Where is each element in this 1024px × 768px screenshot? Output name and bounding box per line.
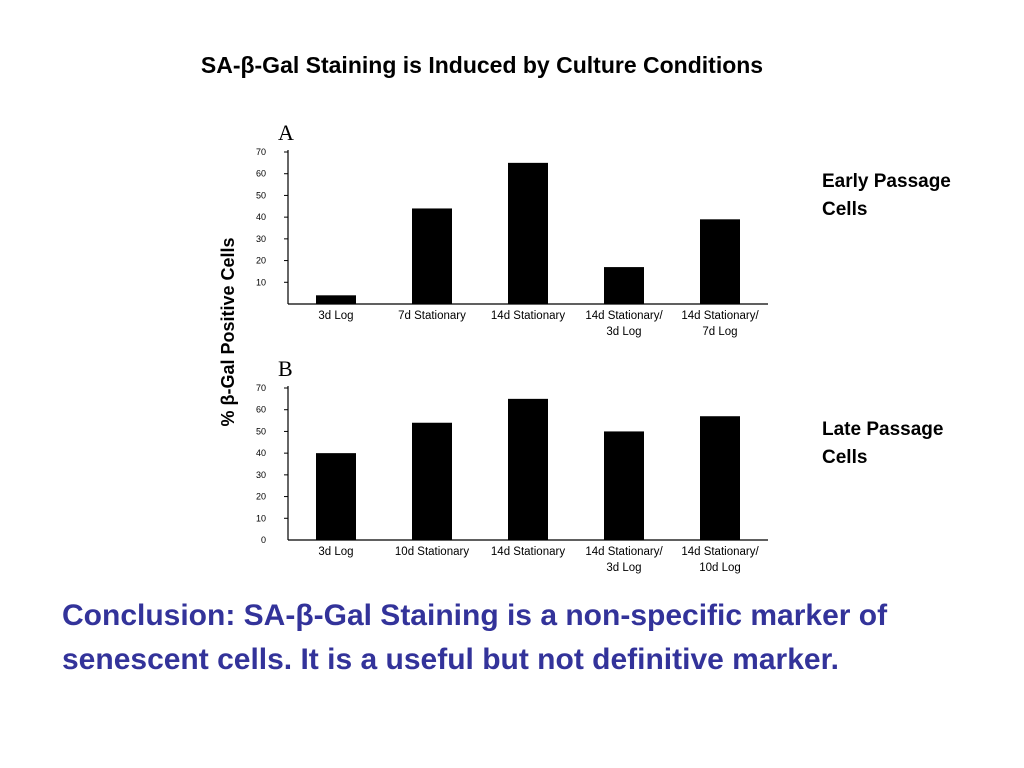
conclusion-text: Conclusion: SA-β-Gal Staining is a non-s…	[62, 594, 1012, 682]
late-passage-label: Late Passage Cells	[822, 416, 1012, 472]
panel-a-category-label: 14d Stationary/7d Log	[681, 310, 759, 338]
panel-a-bar	[316, 295, 356, 304]
panel-b-category-label: 10d Stationary	[395, 546, 469, 558]
panel-a-y-tick-label: 40	[256, 212, 266, 222]
early-passage-label: Early Passage Cells	[822, 168, 1012, 224]
panel-a-y-tick-label: 50	[256, 190, 266, 200]
panel-b-y-tick-label: 10	[256, 513, 266, 523]
panel-a-y-tick-label: 70	[256, 147, 266, 157]
panel-b-bar	[604, 431, 644, 540]
y-axis-label: % β-Gal Positive Cells	[218, 237, 238, 426]
panel-a-letter: A	[278, 120, 294, 145]
panel-b-y-tick-label: 20	[256, 492, 266, 502]
panel-b-y-tick-label: 30	[256, 470, 266, 480]
panel-b-category-label: 14d Stationary	[491, 546, 565, 558]
panel-a-bar	[604, 267, 644, 304]
panel-b-y-tick-label: 40	[256, 448, 266, 458]
panel-b-letter: B	[278, 356, 293, 381]
panel-b-bar	[700, 416, 740, 540]
panel-a-y-tick-label: 20	[256, 256, 266, 266]
panel-b-category-label: 3d Log	[318, 546, 353, 558]
panel-a-category-label: 3d Log	[318, 310, 353, 322]
bar-chart-figure: % β-Gal Positive Cells A 10 20 30 40 50 60 70 3d …	[210, 110, 790, 580]
panel-a-bar	[508, 162, 548, 304]
panel-a-y-tick-label: 30	[256, 234, 266, 244]
early-passage-line-1: Early Passage	[822, 171, 951, 192]
panel-b-bar	[316, 453, 356, 540]
panel-b-y-tick-label: 70	[256, 383, 266, 393]
panel-b-y-tick-label: 50	[256, 426, 266, 436]
conclusion-line-1: Conclusion: SA-β-Gal Staining is a non-s…	[62, 599, 888, 632]
panel-b-bar	[412, 422, 452, 540]
panel-a-bar	[700, 219, 740, 304]
slide-title: SA-β-Gal Staining is Induced by Culture …	[200, 52, 764, 78]
late-passage-line-1: Late Passage	[822, 419, 944, 440]
bar-charts-svg: % β-Gal Positive Cells A 10 20 30 40 50 60 70 3d …	[218, 120, 768, 574]
panel-a-category-label: 14d Stationary/3d Log	[585, 310, 663, 338]
panel-a-y-tick-label: 10	[256, 277, 266, 287]
panel-a-y-tick-label: 60	[256, 169, 266, 179]
panel-b-y-tick-label: 60	[256, 405, 266, 415]
panel-a-category-label: 14d Stationary	[491, 310, 565, 322]
panel-b-category-label: 14d Stationary/3d Log	[585, 546, 663, 574]
late-passage-line-2: Cells	[822, 447, 868, 468]
panel-a-bar	[412, 208, 452, 304]
panel-a-category-label: 7d Stationary	[398, 310, 466, 322]
panel-b-category-label: 14d Stationary/10d Log	[681, 546, 759, 574]
panel-b-y-tick-label: 0	[261, 535, 266, 545]
panel-b-bar	[508, 398, 548, 540]
conclusion-line-2: senescent cells. It is a useful but not …	[62, 643, 839, 676]
early-passage-line-2: Cells	[822, 199, 868, 220]
